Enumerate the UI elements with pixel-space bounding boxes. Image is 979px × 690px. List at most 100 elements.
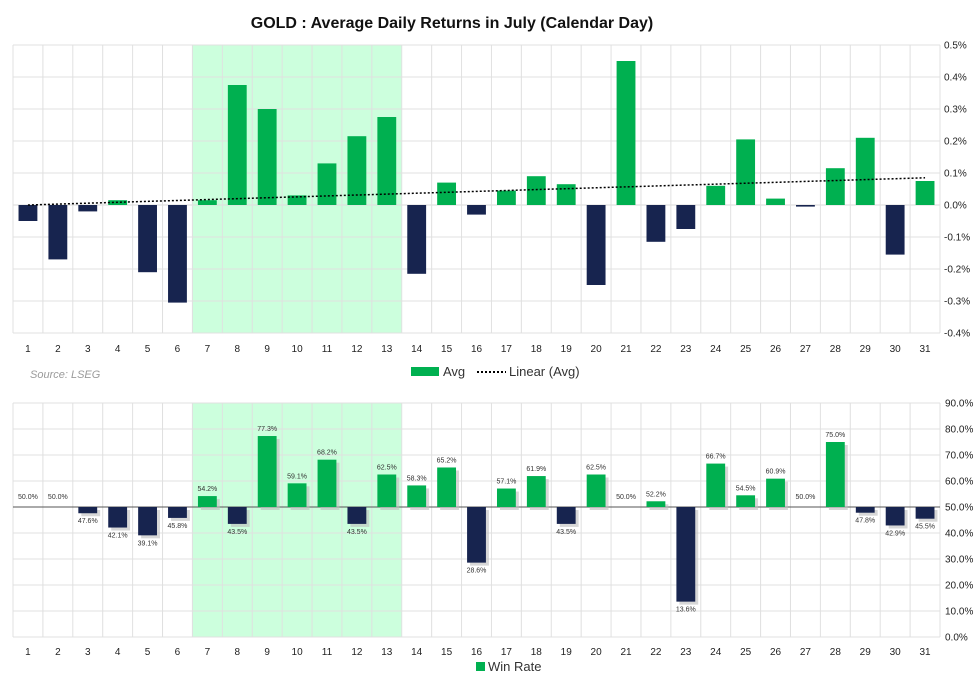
y-tick-label: 0.0% <box>945 633 968 644</box>
avg-bar <box>257 109 277 205</box>
win-rate-bar <box>766 478 785 507</box>
x-tick-label: 9 <box>264 647 270 658</box>
win-rate-bar <box>586 474 606 507</box>
x-tick-label: 13 <box>381 647 393 658</box>
win-rate-data-label: 47.6% <box>78 518 98 525</box>
win-rate-data-label: 50.0% <box>48 494 68 501</box>
x-tick-label: 2 <box>55 344 61 355</box>
x-tick-label: 8 <box>234 647 240 658</box>
avg-bar <box>646 205 666 242</box>
x-tick-label: 18 <box>531 344 543 355</box>
x-tick-label: 8 <box>234 344 240 355</box>
x-tick-label: 21 <box>620 647 632 658</box>
y-tick-label: -0.1% <box>944 233 970 244</box>
x-tick-label: 4 <box>115 344 121 355</box>
avg-bar <box>556 184 576 205</box>
avg-bar <box>496 190 516 205</box>
x-tick-label: 5 <box>145 344 151 355</box>
y-tick-label: 90.0% <box>945 399 973 410</box>
x-tick-label: 19 <box>561 344 573 355</box>
win-rate-bar <box>706 463 726 507</box>
x-tick-label: 16 <box>471 647 483 658</box>
win-rate-data-label: 54.5% <box>736 485 756 492</box>
avg-bar <box>467 205 486 215</box>
x-tick-label: 29 <box>860 344 872 355</box>
x-tick-label: 24 <box>710 344 722 355</box>
x-tick-label: 4 <box>115 647 121 658</box>
x-tick-label: 24 <box>710 647 722 658</box>
x-tick-label: 29 <box>860 647 872 658</box>
x-tick-label: 1 <box>25 647 31 658</box>
x-tick-label: 7 <box>205 647 211 658</box>
win-rate-bar <box>317 459 337 507</box>
top-legend: Avg Linear (Avg) <box>411 364 580 379</box>
x-tick-label: 13 <box>381 344 393 355</box>
win-rate-data-label: 77.3% <box>257 426 277 433</box>
y-tick-label: -0.4% <box>944 329 970 340</box>
x-tick-label: 1 <box>25 344 31 355</box>
win-rate-bar <box>227 507 247 524</box>
y-tick-label: 0.2% <box>944 137 967 148</box>
win-rate-data-label: 43.5% <box>227 529 247 536</box>
x-tick-label: 6 <box>175 344 181 355</box>
x-tick-label: 11 <box>322 344 333 355</box>
x-tick-label: 27 <box>800 344 812 355</box>
x-tick-label: 27 <box>800 647 812 658</box>
bar-shadow <box>649 504 669 510</box>
win-rate-data-label: 39.1% <box>138 540 158 547</box>
legend-avg-swatch <box>411 367 439 376</box>
x-tick-label: 21 <box>620 344 632 355</box>
win-rate-bar <box>556 507 576 524</box>
x-tick-label: 10 <box>292 647 304 658</box>
win-rate-bar <box>736 495 756 507</box>
win-rate-data-label: 66.7% <box>706 454 726 461</box>
win-rate-data-label: 68.2% <box>317 450 337 457</box>
avg-bar <box>766 198 785 205</box>
avg-bar <box>676 205 696 229</box>
win-rate-bar <box>676 507 696 602</box>
x-tick-label: 30 <box>890 647 902 658</box>
win-rate-data-label: 50.0% <box>18 494 38 501</box>
y-tick-label: 0.3% <box>944 105 967 116</box>
win-rate-bar <box>855 507 875 513</box>
win-rate-data-label: 42.9% <box>885 530 905 537</box>
win-rate-data-label: 61.9% <box>526 466 546 473</box>
linear-trendline <box>27 177 926 206</box>
y-tick-label: 20.0% <box>945 581 973 592</box>
win-rate-data-label: 45.5% <box>915 524 935 531</box>
win-rate-data-label: 43.5% <box>556 529 576 536</box>
avg-bar <box>855 137 875 205</box>
win-rate-bar <box>825 442 845 507</box>
x-tick-label: 26 <box>770 647 782 658</box>
x-tick-label: 30 <box>890 344 902 355</box>
win-rate-bar <box>885 507 905 526</box>
win-rate-bar <box>496 488 516 507</box>
avg-bar <box>227 85 247 205</box>
y-tick-label: -0.3% <box>944 297 970 308</box>
win-rate-data-label: 42.1% <box>108 533 128 540</box>
x-tick-label: 28 <box>830 344 842 355</box>
x-tick-label: 3 <box>85 344 91 355</box>
x-tick-label: 12 <box>351 647 363 658</box>
avg-returns-panel: 0.5% 0.4% 0.3% 0.2% 0.1% 0.0% -0.1% -0.2% -0.3% -… <box>12 41 970 355</box>
win-rate-bar <box>168 507 187 518</box>
win-rate-bar <box>108 507 128 528</box>
x-tick-label: 23 <box>680 344 692 355</box>
avg-bar <box>586 205 606 285</box>
win-rate-data-label: 13.6% <box>676 607 696 614</box>
highlight-band <box>192 403 402 637</box>
x-tick-label: 18 <box>531 647 543 658</box>
y-tick-label: 0.4% <box>944 73 967 84</box>
avg-bar <box>885 205 905 255</box>
win-rate-bar <box>138 507 157 536</box>
x-tick-label: 19 <box>561 647 573 658</box>
x-tick-label: 15 <box>441 344 453 355</box>
win-rate-bar <box>437 467 457 507</box>
y-tick-label: 0.1% <box>944 169 967 180</box>
y-tick-label: 0.5% <box>944 41 967 52</box>
x-tick-label: 28 <box>830 647 842 658</box>
x-tick-label: 12 <box>351 344 363 355</box>
x-tick-label: 20 <box>591 647 603 658</box>
win-rate-bar <box>197 496 217 507</box>
